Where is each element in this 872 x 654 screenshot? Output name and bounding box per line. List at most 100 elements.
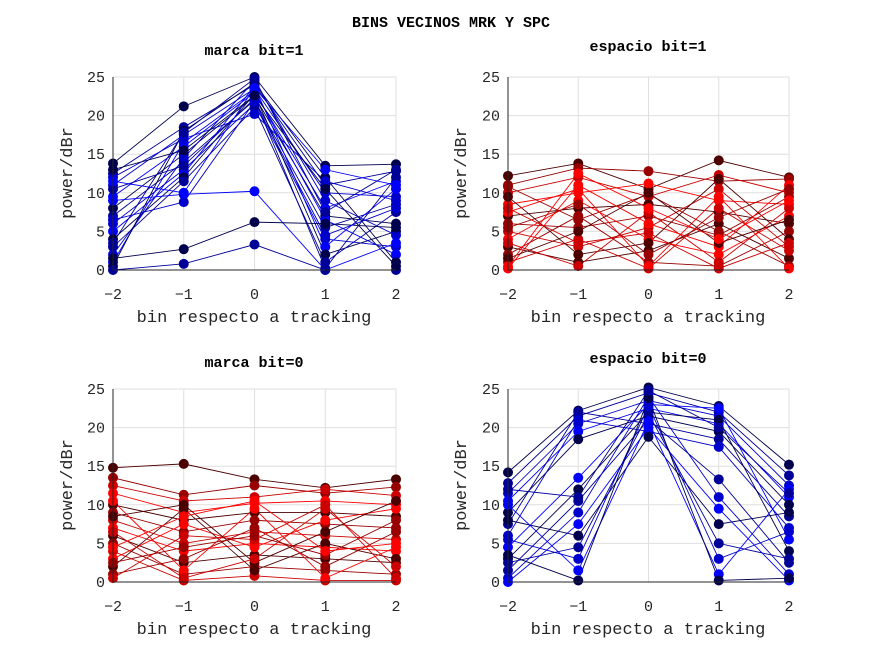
- data-point: [573, 168, 584, 179]
- subplot-title: marca bit=1: [204, 43, 303, 60]
- data-point: [178, 565, 189, 576]
- x-tick-label: 0: [644, 599, 653, 616]
- axes-spine: [112, 77, 396, 271]
- data-point: [320, 183, 331, 194]
- data-point: [784, 245, 794, 256]
- x-axis-label: bin respecto a tracking: [531, 621, 766, 640]
- data-point: [249, 522, 260, 533]
- data-point: [713, 191, 724, 202]
- y-tick-label: 10: [482, 498, 500, 515]
- y-tick-label: 20: [482, 421, 500, 438]
- data-point: [713, 503, 724, 514]
- data-point: [249, 503, 260, 514]
- data-point: [643, 166, 654, 177]
- data-point: [320, 484, 331, 495]
- x-tick-label: 2: [391, 287, 400, 304]
- subplot-marca-bit-0: marca bit=0 bin respecto a tracking powe…: [59, 355, 401, 640]
- data-point: [249, 186, 260, 197]
- y-tick-label: 10: [482, 186, 500, 203]
- data-point: [643, 416, 654, 427]
- data-point: [178, 553, 189, 564]
- data-point: [573, 199, 584, 210]
- data-point: [249, 109, 260, 120]
- x-tick-label: 2: [391, 599, 400, 616]
- data-point: [320, 561, 331, 572]
- data-point: [573, 426, 584, 437]
- data-point: [784, 203, 794, 214]
- data-point: [713, 414, 724, 425]
- y-axis-label: power/dBr: [59, 439, 78, 531]
- data-point: [249, 553, 260, 564]
- x-tick-label: 0: [250, 599, 259, 616]
- data-point: [391, 249, 401, 260]
- x-tick-label: 2: [784, 287, 793, 304]
- data-point: [178, 511, 189, 522]
- data-point: [784, 470, 794, 481]
- data-point: [784, 553, 794, 564]
- data-point: [249, 73, 260, 84]
- data-point: [643, 400, 654, 411]
- data-point: [713, 249, 724, 260]
- data-point: [391, 503, 401, 514]
- data-point: [249, 495, 260, 506]
- data-point: [320, 195, 331, 206]
- y-tick-label: 0: [491, 575, 500, 592]
- data-point: [391, 164, 401, 175]
- axes-spine: [507, 389, 789, 583]
- y-tick-label: 15: [87, 459, 105, 476]
- data-point: [391, 172, 401, 183]
- data-point: [784, 263, 794, 274]
- data-point: [643, 178, 654, 189]
- y-tick-label: 0: [491, 263, 500, 280]
- data-point: [643, 249, 654, 260]
- data-point: [713, 173, 724, 184]
- data-point: [713, 203, 724, 214]
- data-point: [391, 230, 401, 241]
- data-point: [643, 237, 654, 248]
- data-point: [320, 503, 331, 514]
- data-point: [713, 403, 724, 414]
- x-axis-label: bin respecto a tracking: [531, 309, 766, 328]
- data-point: [320, 207, 331, 218]
- data-point: [573, 492, 584, 503]
- x-tick-label: −1: [175, 599, 193, 616]
- figure-suptitle: BINS VECINOS MRK Y SPC: [352, 15, 550, 32]
- data-point: [320, 538, 331, 549]
- data-point: [178, 145, 189, 156]
- data-point: [573, 261, 584, 272]
- data-point: [391, 261, 401, 272]
- data-point: [178, 153, 189, 164]
- data-point: [178, 542, 189, 553]
- data-point: [320, 218, 331, 229]
- data-point: [391, 573, 401, 584]
- x-tick-label: 2: [784, 599, 793, 616]
- data-point: [391, 237, 401, 248]
- axes-spine: [112, 389, 396, 583]
- data-point: [573, 472, 584, 483]
- y-axis-label: power/dBr: [59, 127, 78, 219]
- data-point: [391, 561, 401, 572]
- data-point: [713, 474, 724, 485]
- subplot-title: marca bit=0: [204, 355, 303, 372]
- data-point: [573, 565, 584, 576]
- data-point: [391, 553, 401, 564]
- y-tick-label: 5: [96, 536, 105, 553]
- data-point: [573, 519, 584, 530]
- y-axis-label: power/dBr: [453, 127, 472, 219]
- y-axis-label: power/dBr: [453, 439, 472, 531]
- data-point: [178, 197, 189, 208]
- data-point: [643, 431, 654, 442]
- data-point: [784, 488, 794, 499]
- data-point: [320, 230, 331, 241]
- data-point: [320, 515, 331, 526]
- data-point: [573, 214, 584, 225]
- data-point: [391, 474, 401, 485]
- data-point: [713, 263, 724, 274]
- x-tick-label: 0: [644, 287, 653, 304]
- subplot-title: espacio bit=1: [589, 39, 706, 56]
- data-point: [573, 183, 584, 194]
- data-point: [643, 187, 654, 198]
- x-tick-label: 1: [714, 599, 723, 616]
- series-markers: [108, 458, 401, 586]
- data-point: [320, 241, 331, 252]
